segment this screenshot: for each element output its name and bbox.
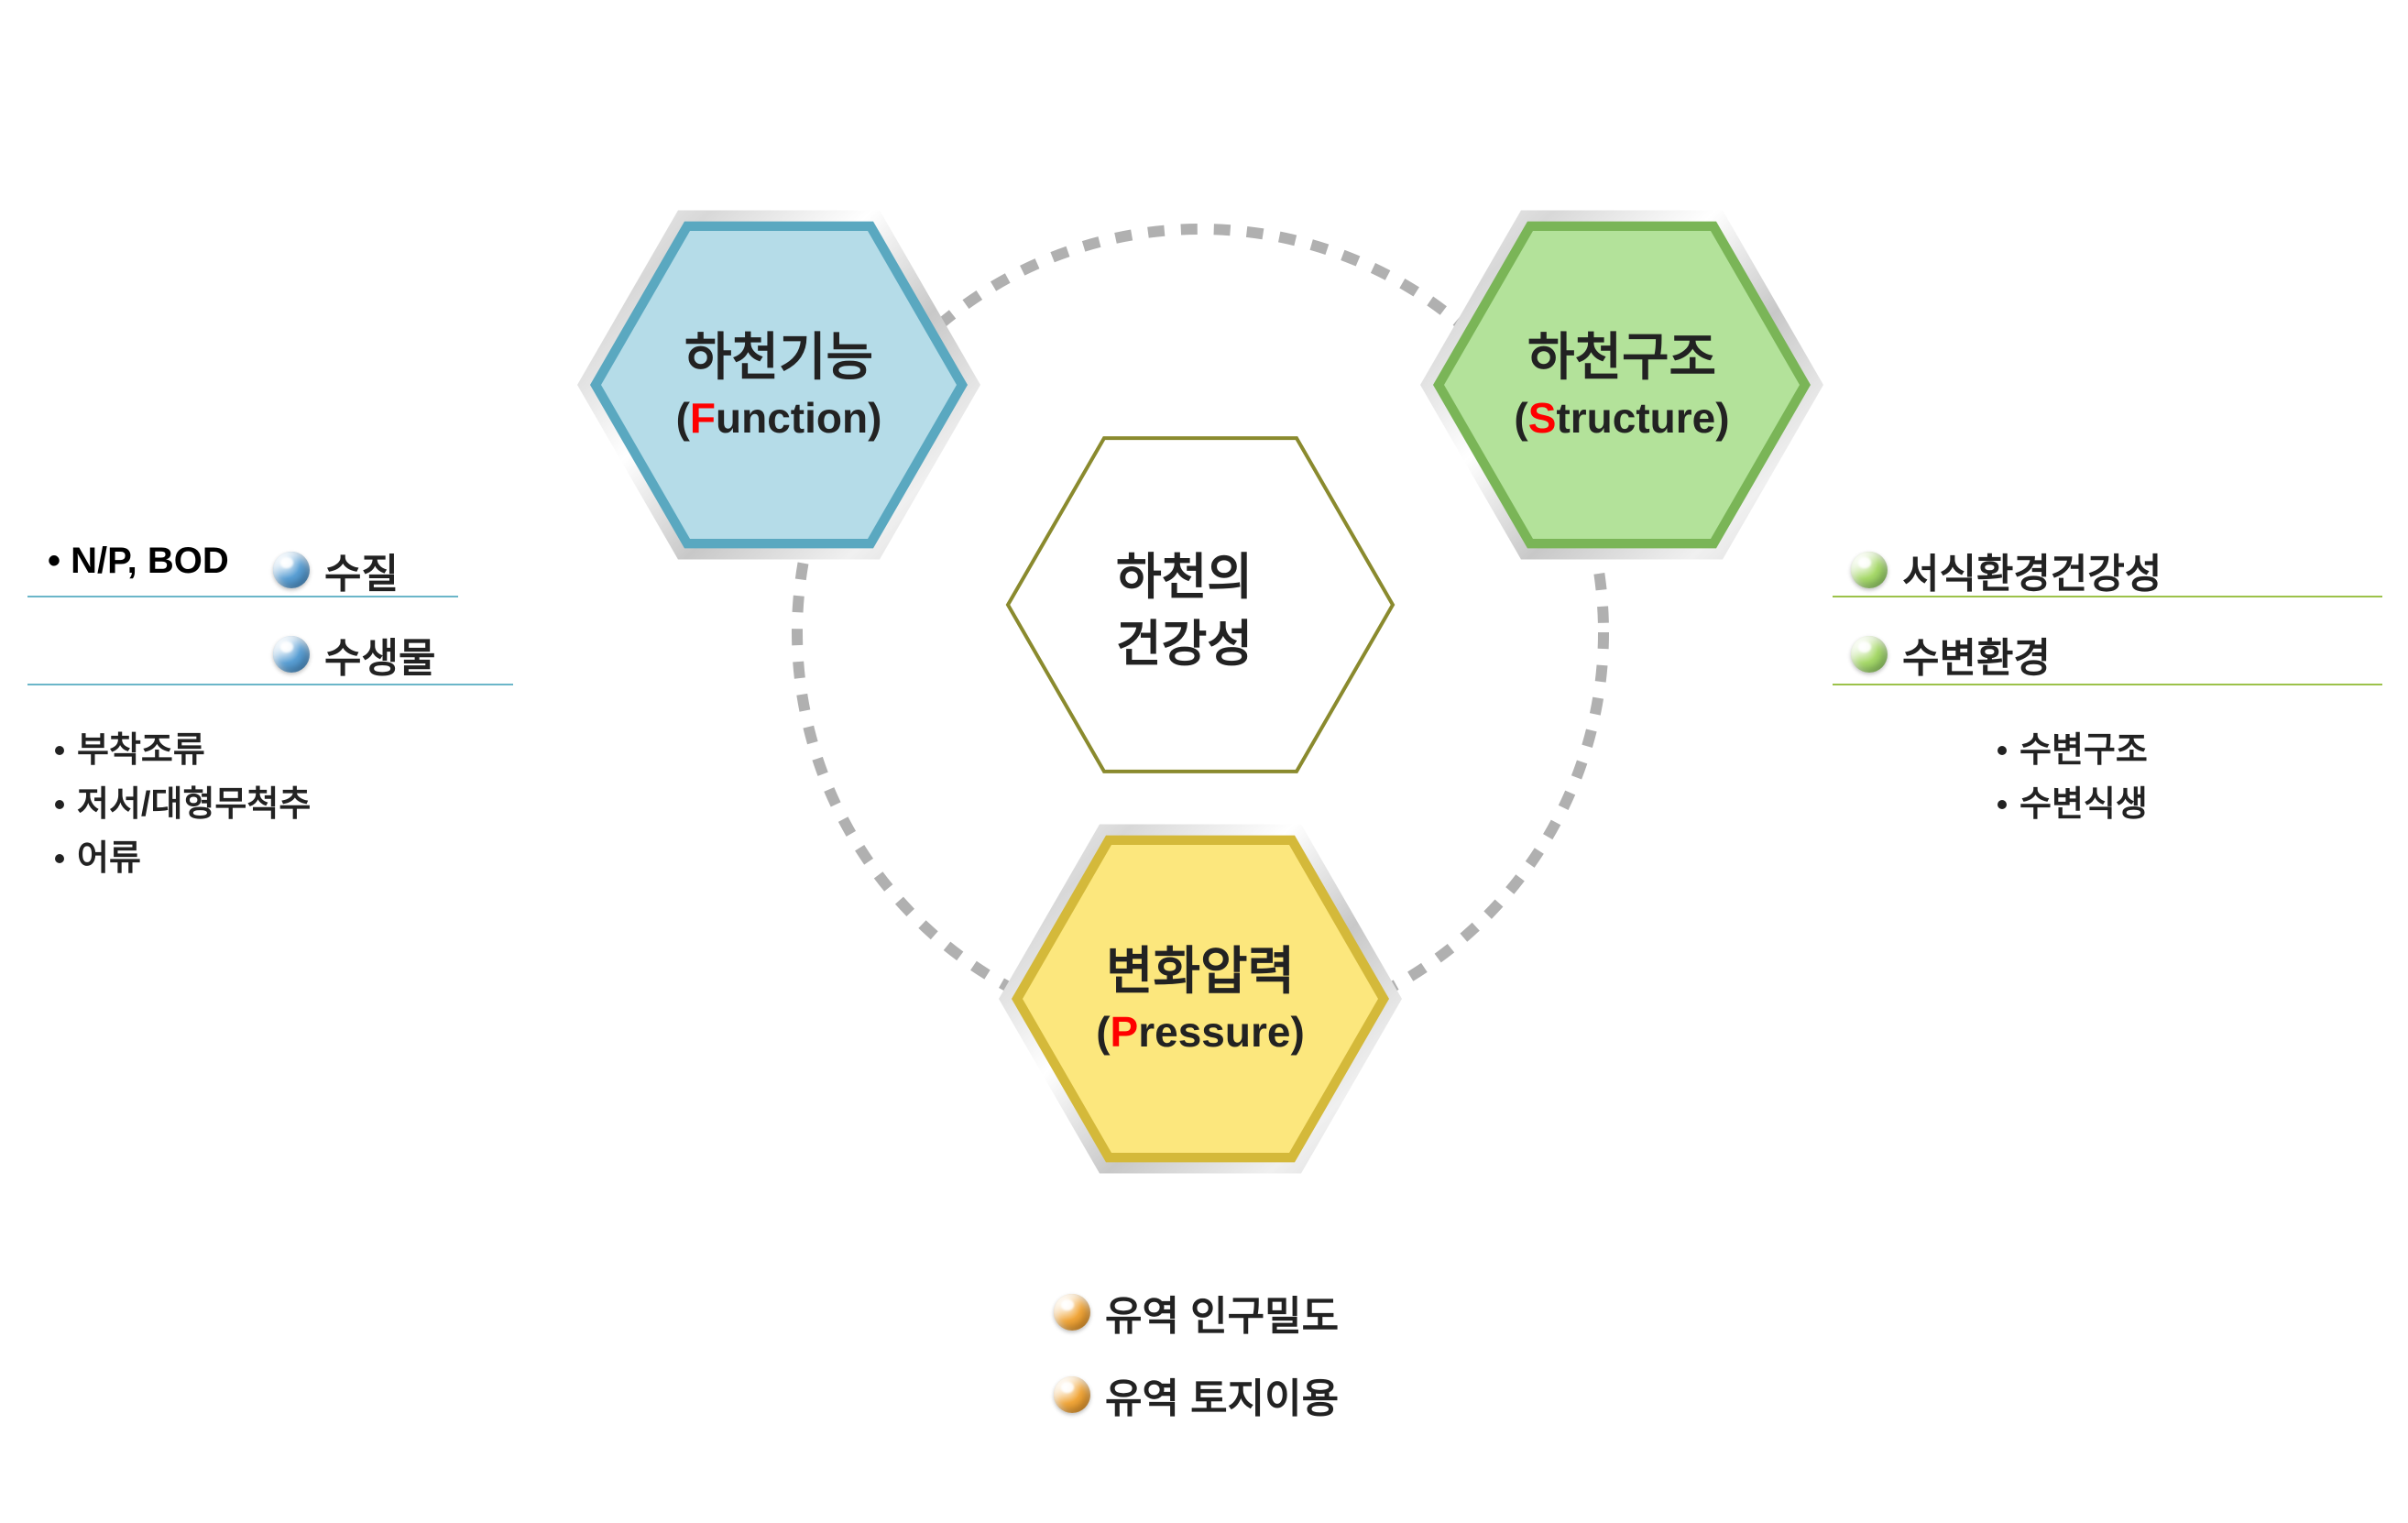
orb-icon	[1851, 636, 1888, 673]
sublist-item: 수변식생	[1998, 778, 2148, 832]
bottom-item-label: 유역 인구밀도	[1105, 1283, 1339, 1342]
left-rule	[27, 684, 513, 685]
right-item-label: 서식환경건강성	[1902, 541, 2162, 599]
hex-structure: 하천구조 (Structure)	[1420, 183, 1823, 586]
hex-function-sub: (Function)	[676, 391, 882, 446]
orb-icon	[1054, 1294, 1090, 1331]
left-sublist: 부착조류저서/대형무척추어류	[55, 724, 311, 886]
left-rule	[27, 596, 458, 597]
bottom-item-population: 유역 인구밀도	[1054, 1283, 1339, 1342]
left-item-label: 수질	[324, 541, 399, 599]
orb-icon	[273, 636, 310, 673]
sublist-item: 부착조류	[55, 724, 311, 778]
right-rule	[1833, 684, 2382, 685]
orb-icon	[1054, 1376, 1090, 1413]
sublist-item: 수변구조	[1998, 724, 2148, 778]
bottom-item-landuse: 유역 토지이용	[1054, 1365, 1339, 1424]
left-side-text-label: • N/P, BOD	[48, 541, 229, 582]
sublist-item: 저서/대형무척추	[55, 778, 311, 832]
right-item-label: 수변환경	[1902, 625, 2051, 684]
right-sublist: 수변구조수변식생	[1998, 724, 2148, 832]
bottom-item-label: 유역 토지이용	[1105, 1365, 1339, 1424]
orb-icon	[1851, 552, 1888, 588]
hex-structure-sub: (Structure)	[1514, 391, 1729, 446]
right-rule	[1833, 596, 2382, 597]
left-side-text: • N/P, BOD	[48, 541, 229, 582]
left-item-water-quality: 수질	[273, 541, 399, 599]
hex-pressure-title: 변화압력	[1106, 938, 1295, 1005]
right-item-habitat: 서식환경건강성	[1851, 541, 2162, 599]
left-item-aquatic: 수생물	[273, 625, 435, 684]
hex-pressure-sub: (Pressure)	[1096, 1005, 1305, 1060]
center-label: 하천의 건강성	[1116, 544, 1253, 678]
right-item-riparian: 수변환경	[1851, 625, 2051, 684]
hex-pressure: 변화압력 (Pressure)	[999, 797, 1402, 1200]
hex-function-title: 하천기능	[684, 324, 873, 391]
center-line2: 건강성	[1116, 617, 1253, 672]
left-item-label: 수생물	[324, 625, 435, 684]
hex-structure-title: 하천구조	[1527, 324, 1716, 391]
orb-icon	[273, 552, 310, 588]
center-line1: 하천의	[1116, 550, 1253, 605]
sublist-item: 어류	[55, 832, 311, 886]
hex-function: 하천기능 (Function)	[577, 183, 980, 586]
